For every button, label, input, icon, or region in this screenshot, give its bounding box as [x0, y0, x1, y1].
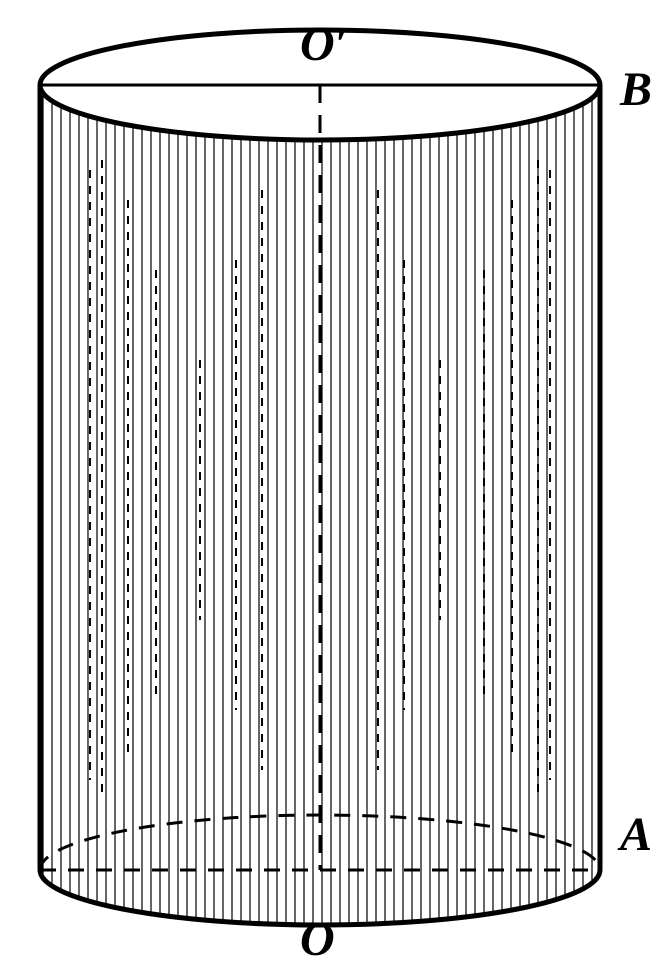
label-a: A: [617, 808, 652, 861]
label-b: B: [619, 63, 652, 116]
label-o: O: [300, 913, 335, 966]
lateral-hatching: [43, 25, 592, 930]
label-o-prime: O′: [300, 18, 348, 71]
cylinder-diagram: O′ B A O: [0, 0, 672, 980]
